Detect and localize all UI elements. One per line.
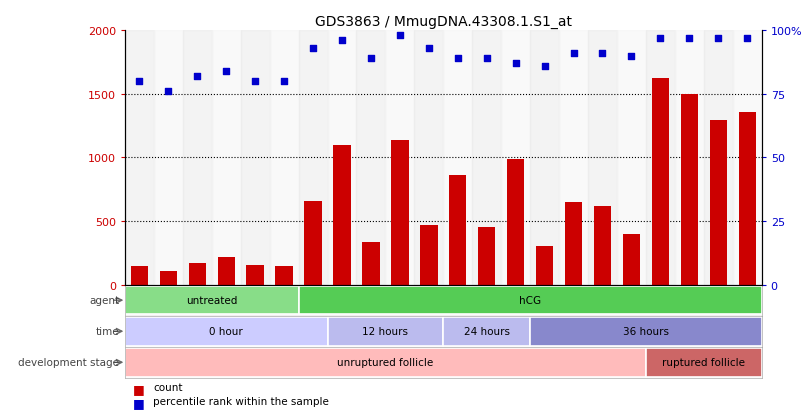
Point	[538, 63, 551, 70]
Text: 24 hours: 24 hours	[463, 326, 509, 337]
Point	[278, 78, 291, 85]
Bar	[327, 31, 356, 285]
Bar	[362, 242, 380, 285]
Title: GDS3863 / MmugDNA.43308.1.S1_at: GDS3863 / MmugDNA.43308.1.S1_at	[315, 14, 571, 28]
Bar	[414, 31, 443, 285]
Bar	[270, 31, 298, 285]
Bar	[131, 266, 148, 285]
Bar	[160, 272, 177, 285]
Bar	[125, 31, 154, 285]
Text: agent: agent	[89, 295, 119, 306]
Bar	[443, 317, 530, 346]
Text: count: count	[153, 382, 183, 392]
Bar	[680, 95, 698, 285]
Text: development stage: development stage	[19, 357, 119, 368]
Bar	[443, 31, 472, 285]
Bar	[241, 31, 270, 285]
Bar	[218, 258, 235, 285]
Bar	[327, 317, 443, 346]
Bar	[530, 317, 762, 346]
Bar	[652, 79, 669, 285]
Bar	[125, 348, 646, 377]
Bar	[733, 31, 762, 285]
Bar	[646, 31, 675, 285]
Bar	[646, 348, 762, 377]
Point	[133, 78, 146, 85]
Bar	[530, 31, 559, 285]
Bar	[420, 225, 438, 285]
Bar	[565, 202, 582, 285]
Point	[480, 56, 493, 62]
Text: 0 hour: 0 hour	[210, 326, 243, 337]
Text: hCG: hCG	[519, 295, 541, 306]
Bar	[617, 31, 646, 285]
Point	[393, 33, 406, 39]
Point	[249, 78, 262, 85]
Bar	[212, 31, 241, 285]
Bar	[125, 317, 327, 346]
Text: time: time	[96, 326, 119, 337]
Point	[654, 35, 667, 42]
Point	[306, 45, 319, 52]
Point	[683, 35, 696, 42]
Bar	[675, 31, 704, 285]
Point	[191, 74, 204, 80]
Bar	[472, 31, 501, 285]
Bar	[276, 266, 293, 285]
Point	[567, 50, 580, 57]
Bar	[356, 31, 385, 285]
Bar	[588, 31, 617, 285]
Bar	[391, 141, 409, 285]
Bar	[189, 263, 206, 285]
Text: untreated: untreated	[186, 295, 238, 306]
Bar	[559, 31, 588, 285]
Bar	[305, 201, 322, 285]
Bar	[125, 286, 298, 315]
Bar	[501, 31, 530, 285]
Bar	[623, 234, 640, 285]
Text: ■: ■	[133, 382, 145, 395]
Text: 36 hours: 36 hours	[623, 326, 669, 337]
Bar	[507, 159, 525, 285]
Point	[364, 56, 377, 62]
Bar	[183, 31, 212, 285]
Point	[596, 50, 609, 57]
Text: ruptured follicle: ruptured follicle	[663, 357, 746, 368]
Point	[220, 68, 233, 75]
Bar	[738, 113, 756, 285]
Bar	[704, 31, 733, 285]
Text: percentile rank within the sample: percentile rank within the sample	[153, 396, 329, 406]
Bar	[334, 145, 351, 285]
Bar	[709, 121, 727, 285]
Bar	[478, 227, 496, 285]
Point	[335, 38, 348, 45]
Bar	[536, 247, 553, 285]
Text: ■: ■	[133, 396, 145, 409]
Point	[712, 35, 725, 42]
Point	[625, 53, 638, 59]
Bar	[594, 207, 611, 285]
Bar	[247, 265, 264, 285]
Bar	[298, 286, 762, 315]
Point	[741, 35, 754, 42]
Bar	[298, 31, 327, 285]
Bar	[385, 31, 414, 285]
Point	[509, 61, 522, 67]
Point	[451, 56, 464, 62]
Point	[422, 45, 435, 52]
Text: 12 hours: 12 hours	[363, 326, 409, 337]
Text: unruptured follicle: unruptured follicle	[337, 357, 434, 368]
Bar	[449, 176, 467, 285]
Bar	[154, 31, 183, 285]
Point	[162, 89, 175, 95]
